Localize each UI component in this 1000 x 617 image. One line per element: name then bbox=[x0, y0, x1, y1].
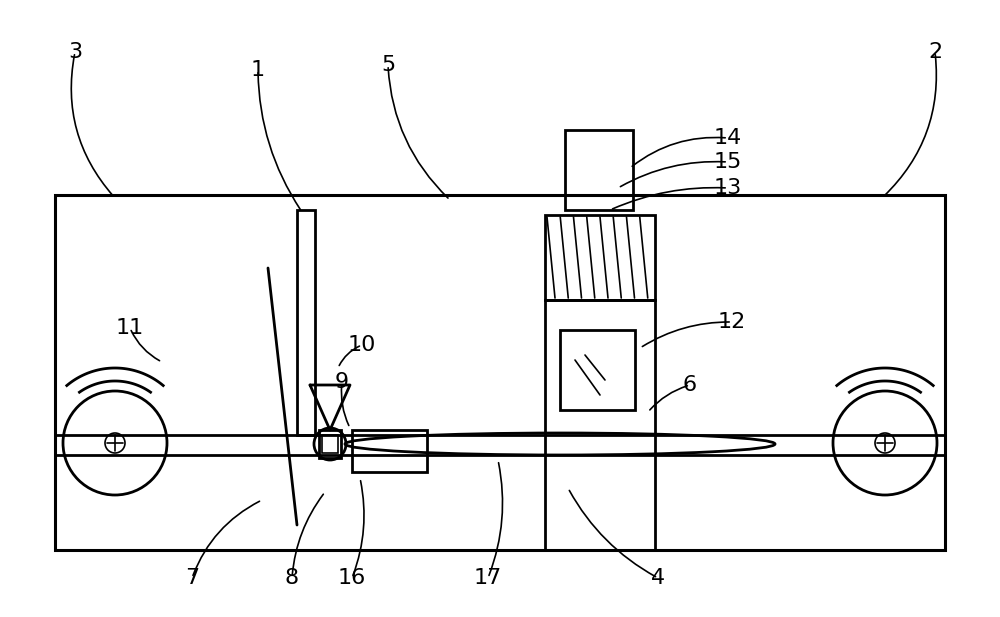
Text: 12: 12 bbox=[718, 312, 746, 332]
Bar bbox=[297, 210, 315, 435]
Text: 16: 16 bbox=[338, 568, 366, 588]
Text: 11: 11 bbox=[116, 318, 144, 338]
Text: 13: 13 bbox=[714, 178, 742, 198]
Bar bbox=[352, 430, 427, 472]
Bar bbox=[545, 215, 655, 300]
Bar bbox=[565, 130, 633, 210]
Text: 2: 2 bbox=[928, 42, 942, 62]
Bar bbox=[319, 430, 341, 458]
Bar bbox=[322, 435, 338, 453]
Text: 5: 5 bbox=[381, 55, 395, 75]
Text: 9: 9 bbox=[335, 372, 349, 392]
Bar bbox=[55, 195, 945, 550]
Text: 7: 7 bbox=[185, 568, 199, 588]
Text: 3: 3 bbox=[68, 42, 82, 62]
Text: 15: 15 bbox=[714, 152, 742, 172]
Text: 17: 17 bbox=[474, 568, 502, 588]
Text: 4: 4 bbox=[651, 568, 665, 588]
Text: 14: 14 bbox=[714, 128, 742, 148]
Bar bbox=[560, 330, 635, 410]
Text: 6: 6 bbox=[683, 375, 697, 395]
Text: 8: 8 bbox=[285, 568, 299, 588]
Bar bbox=[545, 300, 655, 550]
Text: 10: 10 bbox=[348, 335, 376, 355]
Text: 1: 1 bbox=[251, 60, 265, 80]
